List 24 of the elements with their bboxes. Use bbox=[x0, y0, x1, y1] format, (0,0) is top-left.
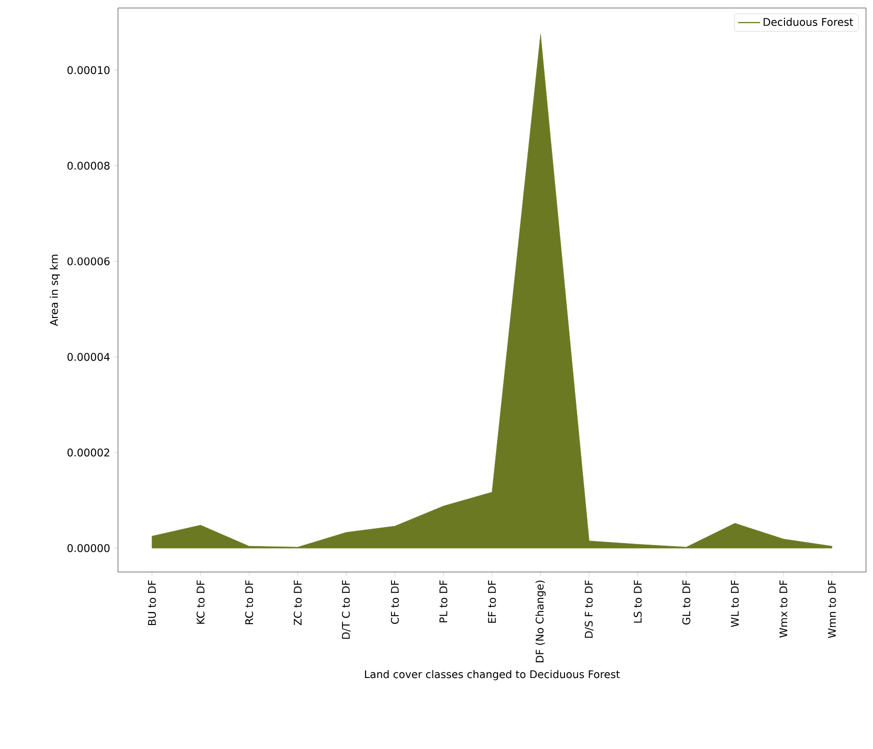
y-tick-label: 0.00004 bbox=[67, 352, 110, 361]
x-tick-label: CF to DF bbox=[390, 580, 399, 624]
y-tick-label: 0.00010 bbox=[67, 66, 110, 74]
x-tick-label: DF (No Change) bbox=[535, 580, 546, 662]
x-tick-label: KC to DF bbox=[196, 580, 205, 624]
legend-label: Deciduous Forest bbox=[764, 18, 854, 26]
x-tick-label: LS to DF bbox=[634, 580, 642, 623]
x-tick-label: D/T C to DF bbox=[342, 580, 351, 639]
x-tick-label: D/S F to DF bbox=[584, 580, 594, 638]
y-tick-label: 0.00008 bbox=[67, 162, 110, 170]
x-axis-title: Land cover classes changed to Deciduous Forest bbox=[365, 670, 620, 680]
x-tick-label: PL to DF bbox=[440, 580, 448, 622]
x-tick-label: WL to DF bbox=[730, 580, 739, 627]
y-tick-label: 0.00000 bbox=[67, 544, 110, 552]
x-tick-label: Wmx to DF bbox=[780, 580, 788, 638]
y-tick-label: 0.00002 bbox=[67, 448, 110, 456]
x-tick-label: BU to DF bbox=[148, 580, 156, 625]
x-tick-label: GL to DF bbox=[682, 580, 690, 625]
y-tick-label: 0.00006 bbox=[67, 257, 110, 266]
y-axis-title: Area in sq km bbox=[50, 254, 60, 326]
x-tick-label: RC to DF bbox=[245, 580, 254, 624]
x-tick-label: ZC to DF bbox=[294, 580, 302, 626]
x-tick-label: Wmn to DF bbox=[828, 580, 836, 638]
x-tick-label: EF to DF bbox=[488, 580, 496, 623]
